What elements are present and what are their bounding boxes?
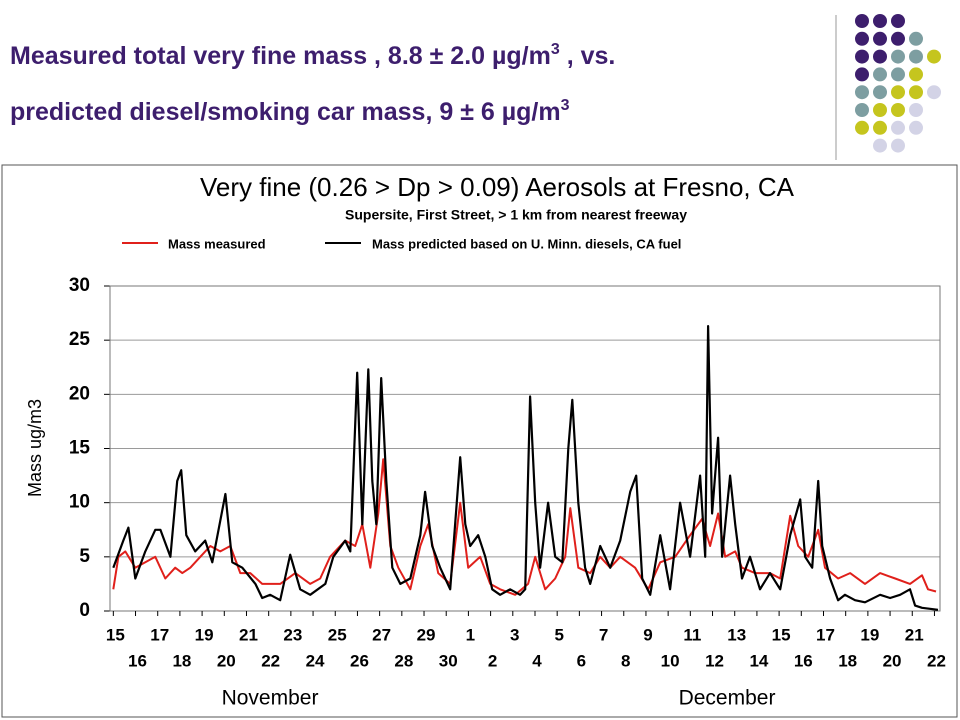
x-tick-label: 5 <box>554 625 563 644</box>
dot <box>909 31 923 46</box>
x-tick-label: 13 <box>727 625 746 644</box>
dot <box>891 67 905 82</box>
y-tick-label: 20 <box>69 383 90 404</box>
dot <box>873 14 887 28</box>
x-tick-label: 22 <box>261 651 280 670</box>
x-tick-label: 3 <box>510 625 519 644</box>
y-tick-label: 5 <box>79 546 90 567</box>
dot <box>873 49 887 64</box>
legend-label: Mass predicted based on U. Minn. diesels… <box>372 236 681 251</box>
y-tick-label: 25 <box>69 329 91 350</box>
x-tick-label: 16 <box>128 651 147 670</box>
x-tick-label: 15 <box>106 625 125 644</box>
title-sup: 3 <box>561 97 570 114</box>
dot <box>909 49 923 64</box>
dot <box>873 120 887 135</box>
plot: 0510152025301516171819202122232425262728… <box>69 236 946 670</box>
chart-frame <box>1 164 958 718</box>
dot <box>855 49 869 64</box>
x-tick-label: 21 <box>905 625 924 644</box>
x-tick-label: 20 <box>217 651 236 670</box>
y-tick-label: 10 <box>69 492 90 513</box>
y-tick-label: 15 <box>69 438 91 459</box>
dot <box>873 31 887 46</box>
dot <box>873 138 887 153</box>
x-tick-label: 9 <box>643 625 652 644</box>
month-label: November <box>222 687 319 710</box>
x-tick-label: 8 <box>621 651 630 670</box>
x-tick-label: 27 <box>372 625 391 644</box>
x-tick-label: 14 <box>749 651 768 670</box>
dot <box>855 120 869 135</box>
month-label: December <box>679 687 776 710</box>
x-tick-label: 28 <box>394 651 413 670</box>
y-axis-label: Mass ug/m3 <box>25 399 45 497</box>
x-tick-label: 2 <box>488 651 497 670</box>
dot <box>927 85 941 100</box>
title-line: Measured total very fine mass , 8.8 ± 2.… <box>10 41 615 70</box>
x-tick-label: 6 <box>577 651 586 670</box>
x-tick-label: 18 <box>172 651 191 670</box>
dot <box>873 103 887 117</box>
x-tick-label: 7 <box>599 625 608 644</box>
plot-border <box>109 285 941 612</box>
dot <box>855 14 869 28</box>
y-tick-label: 30 <box>69 275 90 296</box>
x-tick-label: 11 <box>683 625 701 644</box>
x-tick-label: 15 <box>772 625 791 644</box>
x-tick-label: 29 <box>417 625 436 644</box>
decoration <box>855 14 941 153</box>
dot <box>855 103 869 117</box>
dot <box>909 85 923 100</box>
x-tick-label: 19 <box>195 625 214 644</box>
x-tick-label: 17 <box>150 625 169 644</box>
dot <box>891 120 905 135</box>
dot <box>855 31 869 46</box>
dot <box>891 14 905 28</box>
x-tick-label: 24 <box>306 651 325 670</box>
dot <box>855 67 869 82</box>
title-line: predicted diesel/smoking car mass, 9 ± 6… <box>10 97 570 126</box>
series-line <box>112 325 939 611</box>
title-tail: , vs. <box>560 42 616 70</box>
x-tick-label: 26 <box>350 651 369 670</box>
legend-label: Mass measured <box>168 236 266 251</box>
dot <box>891 103 905 117</box>
dot <box>891 85 905 100</box>
x-tick-label: 25 <box>328 625 347 644</box>
dot <box>891 31 905 46</box>
title-text: Measured total very fine mass , 8.8 ± 2.… <box>10 42 551 70</box>
chart-subtitle: Supersite, First Street, > 1 km from nea… <box>345 207 687 223</box>
x-tick-label: 10 <box>661 651 680 670</box>
x-tick-label: 30 <box>439 651 458 670</box>
chart-title: Very fine (0.26 > Dp > 0.09) Aerosols at… <box>200 172 795 202</box>
dot <box>909 103 923 117</box>
x-tick-label: 18 <box>838 651 857 670</box>
dot <box>891 49 905 64</box>
x-tick-label: 1 <box>466 625 475 644</box>
dot <box>873 67 887 82</box>
x-tick-label: 21 <box>239 625 258 644</box>
x-tick-label: 22 <box>927 651 946 670</box>
x-tick-label: 4 <box>532 651 542 670</box>
x-tick-label: 20 <box>883 651 902 670</box>
x-tick-label: 17 <box>816 625 835 644</box>
title-text: predicted diesel/smoking car mass, 9 ± 6… <box>10 98 561 126</box>
x-tick-label: 23 <box>283 625 302 644</box>
x-tick-label: 19 <box>860 625 879 644</box>
y-tick-label: 0 <box>79 600 90 621</box>
dot <box>855 85 869 100</box>
title-sup: 3 <box>551 41 560 58</box>
x-tick-label: 16 <box>794 651 813 670</box>
dot <box>873 85 887 100</box>
x-tick-label: 12 <box>705 651 724 670</box>
dot <box>909 67 923 82</box>
dot <box>909 120 923 135</box>
dot <box>891 138 905 153</box>
slide-title: Measured total very fine mass , 8.8 ± 2.… <box>10 41 615 126</box>
dot <box>927 49 941 64</box>
